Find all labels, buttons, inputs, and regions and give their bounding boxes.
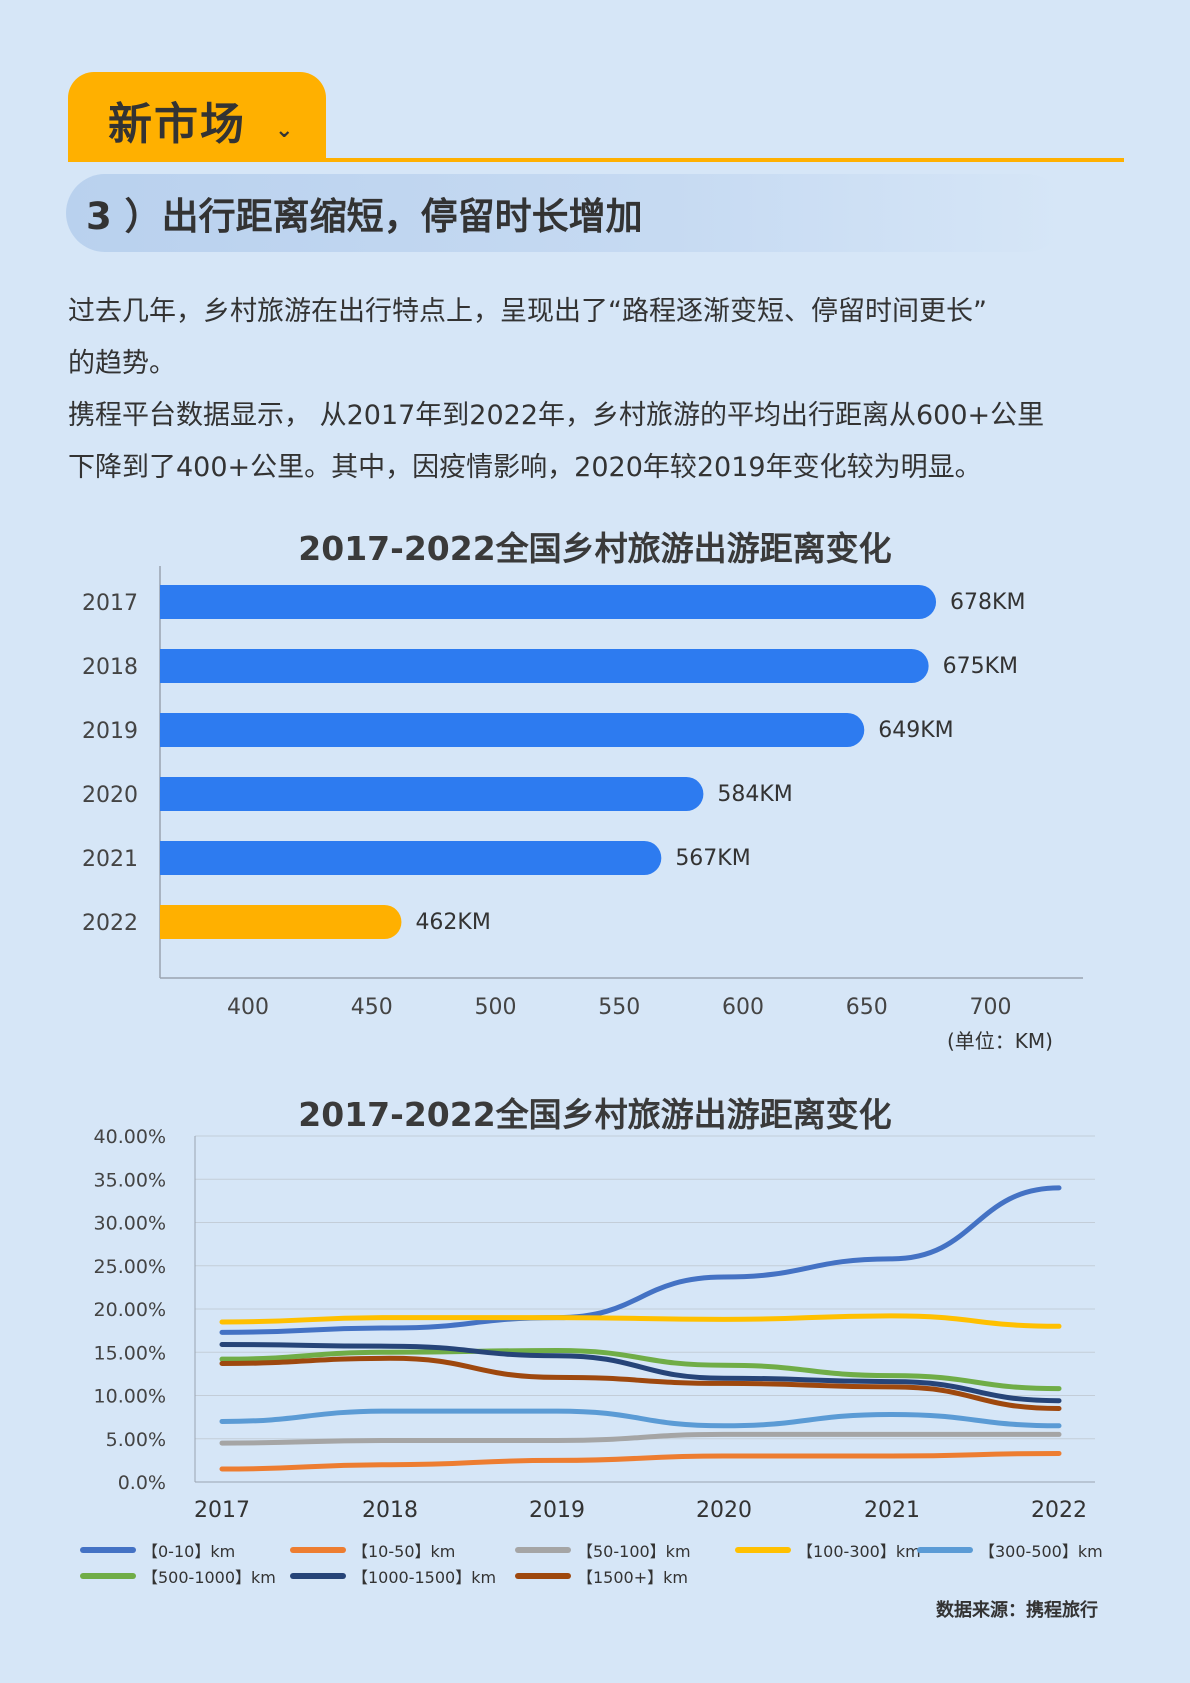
legend-swatch — [917, 1547, 973, 1553]
data-label: 584KM — [717, 782, 792, 807]
x-tick-label: 400 — [227, 995, 269, 1020]
y-tick-label: 20.00% — [94, 1299, 166, 1321]
legend-item: 【300-500】km — [917, 1538, 1103, 1562]
series-line — [219, 1355, 1062, 1411]
series-line — [219, 1431, 1062, 1446]
legend-swatch — [290, 1547, 346, 1553]
y-tick-label: 25.00% — [94, 1256, 166, 1278]
series-line — [219, 1185, 1062, 1335]
bar — [160, 585, 937, 619]
x-tick-label: 600 — [722, 995, 764, 1020]
x-tick-label: 500 — [475, 995, 517, 1020]
x-tick-label: 2021 — [864, 1498, 920, 1523]
legend-item: 【1000-1500】km — [290, 1564, 496, 1588]
line-chart: 0.0% 5.00% 10.00% 15.00% 20.00% 25.00% 30.00% 3… — [94, 1126, 1095, 1523]
bar — [160, 649, 929, 683]
data-label: 462KM — [415, 910, 490, 935]
chevron-down-icon: ⌄ — [275, 118, 294, 143]
line-chart-title: 2017-2022全国乡村旅游出游距离变化 — [298, 1095, 892, 1134]
x-tick-label: 550 — [598, 995, 640, 1020]
paragraph-line: 过去几年，乡村旅游在出行特点上，呈现出了“路程逐渐变短、停留时间更长” — [68, 296, 987, 327]
y-tick-label: 15.00% — [94, 1342, 166, 1364]
subheading: 3 ）出行距离缩短，停留时长增加 — [86, 195, 643, 238]
legend-item: 【100-300】km — [735, 1538, 921, 1562]
y-tick-label: 0.0% — [118, 1472, 166, 1494]
bar-chart: 2017 678KM 2018 675KM 2019 649KM 2020 584KM 2021… — [82, 566, 1083, 1053]
x-tick-label: 2019 — [529, 1498, 585, 1523]
y-tick-label: 35.00% — [94, 1169, 166, 1191]
y-tick-label: 2019 — [82, 719, 138, 744]
series-line — [219, 1450, 1062, 1472]
bar — [160, 713, 865, 747]
header-title: 新市场 — [108, 99, 246, 150]
legend-swatch — [515, 1573, 571, 1579]
x-tick-label: 650 — [846, 995, 888, 1020]
series-line — [219, 1348, 1062, 1392]
data-label: 675KM — [943, 654, 1018, 679]
legend-label: 【1500+】km — [577, 1568, 688, 1587]
series-line — [219, 1408, 1062, 1429]
legend-swatch — [290, 1573, 346, 1579]
data-label: 649KM — [878, 718, 953, 743]
legend-swatch — [515, 1547, 571, 1553]
x-tick-label: 2022 — [1031, 1498, 1087, 1523]
header-tab — [68, 72, 326, 160]
data-label: 567KM — [675, 846, 750, 871]
legend-label: 【50-100】km — [577, 1542, 691, 1561]
legend-swatch — [80, 1547, 136, 1553]
bar — [160, 905, 402, 939]
data-source: 数据来源：携程旅行 — [936, 1600, 1098, 1621]
subheading-pill — [66, 174, 1066, 252]
y-tick-label: 2018 — [82, 655, 138, 680]
y-tick-label: 2022 — [82, 911, 138, 936]
legend-item: 【0-10】km — [80, 1538, 235, 1562]
y-tick-label: 2021 — [82, 847, 138, 872]
legend-label: 【1000-1500】km — [352, 1568, 497, 1587]
bar — [160, 777, 704, 811]
legend-swatch — [80, 1573, 136, 1579]
y-tick-label: 2017 — [82, 591, 138, 616]
y-tick-label: 40.00% — [94, 1126, 166, 1148]
legend-item: 【50-100】km — [515, 1538, 691, 1562]
y-tick-label: 2020 — [82, 783, 138, 808]
x-tick-label: 450 — [351, 995, 393, 1020]
legend-label: 【100-300】km — [797, 1542, 921, 1561]
x-tick-label: 700 — [970, 995, 1012, 1020]
legend-item: 【1500+】km — [515, 1564, 688, 1588]
y-tick-label: 5.00% — [106, 1429, 166, 1451]
paragraph-line: 的趋势。 — [68, 348, 176, 379]
legend-item: 【10-50】km — [290, 1538, 455, 1562]
data-label: 678KM — [950, 590, 1025, 615]
series-line — [219, 1341, 1062, 1404]
series-line — [219, 1313, 1062, 1329]
legend-item: 【500-1000】km — [80, 1564, 276, 1588]
x-tick-label: 2017 — [194, 1498, 250, 1523]
x-tick-label: 2020 — [696, 1498, 752, 1523]
bar — [160, 841, 662, 875]
y-tick-label: 30.00% — [94, 1213, 166, 1235]
paragraph-line: 下降到了400+公里。其中，因疫情影响，2020年较2019年变化较为明显。 — [68, 452, 982, 483]
legend-label: 【300-500】km — [979, 1542, 1103, 1561]
legend-label: 【0-10】km — [142, 1542, 236, 1561]
paragraph-line: 携程平台数据显示， 从2017年到2022年，乡村旅游的平均出行距离从600+公… — [68, 400, 1045, 431]
legend-label: 【10-50】km — [352, 1542, 456, 1561]
bar-chart-title: 2017-2022全国乡村旅游出游距离变化 — [298, 529, 892, 568]
header-divider — [68, 158, 1124, 162]
x-tick-label: 2018 — [362, 1498, 418, 1523]
legend-label: 【500-1000】km — [142, 1568, 276, 1587]
y-tick-label: 10.00% — [94, 1386, 166, 1408]
unit-label: (单位：KM) — [947, 1029, 1053, 1053]
legend-swatch — [735, 1547, 791, 1553]
